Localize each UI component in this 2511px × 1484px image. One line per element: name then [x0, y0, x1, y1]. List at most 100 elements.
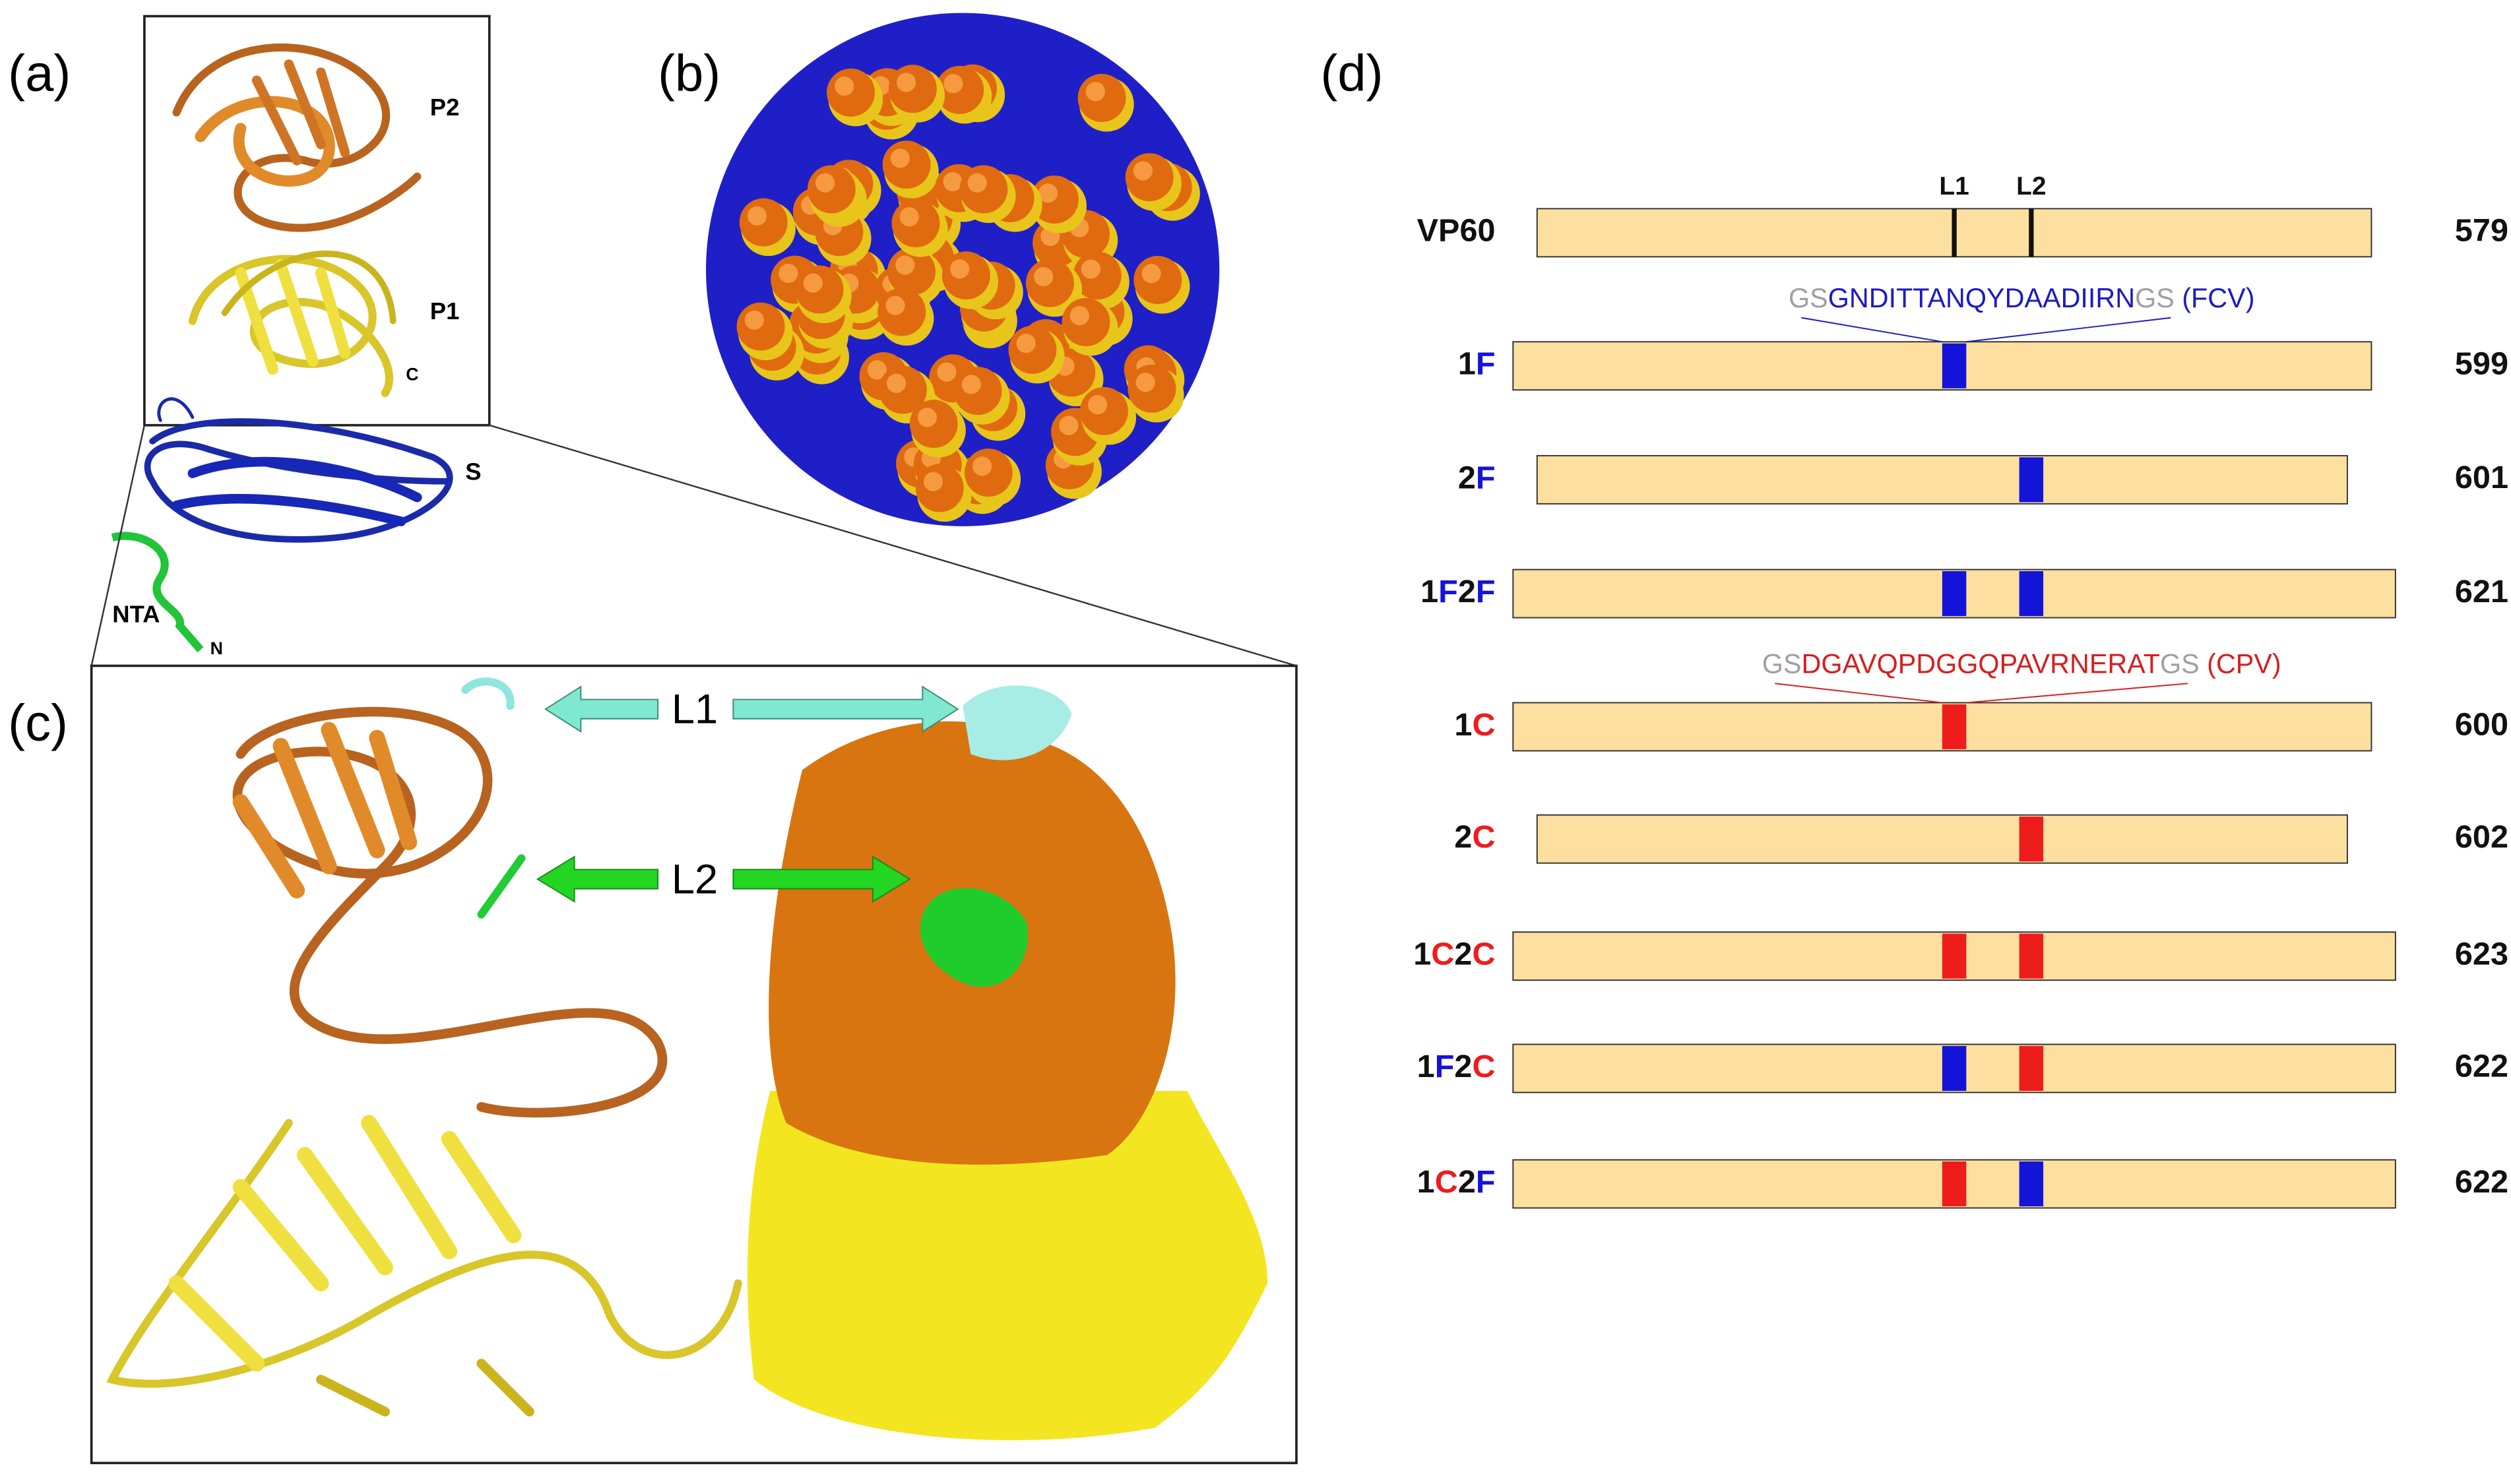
spike — [895, 255, 915, 275]
panel-label: (d) — [1320, 46, 1383, 102]
ribbon-nta — [111, 532, 204, 653]
name-part: 2 — [1458, 1164, 1476, 1200]
spike — [779, 263, 798, 284]
zoom-line — [489, 424, 1297, 667]
name-part: C — [1472, 937, 1495, 972]
insert — [1942, 1161, 1967, 1207]
name-part: 1 — [1413, 937, 1431, 972]
spike — [1141, 264, 1161, 284]
insert — [2019, 933, 2044, 979]
panel-label: (b) — [658, 46, 720, 102]
spike — [886, 373, 906, 393]
construct-name: 1C — [1454, 707, 1495, 743]
insert — [1942, 933, 1967, 979]
spike — [899, 207, 919, 227]
construct-name: 2F — [1458, 460, 1496, 495]
spike — [1085, 82, 1105, 102]
domain-label: P2 — [430, 94, 460, 121]
construct-name: 1C2F — [1417, 1164, 1496, 1200]
name-part: 1 — [1417, 1049, 1435, 1084]
name-part: F — [1435, 1049, 1455, 1084]
arrow — [544, 685, 659, 733]
construct-length: 600 — [2455, 707, 2508, 743]
insert — [1942, 1045, 1967, 1091]
spike — [835, 77, 854, 96]
site-label: L1 — [1939, 172, 1969, 201]
insert — [1942, 571, 1967, 617]
ribbon-p2 — [172, 43, 422, 232]
surface-loop-l1 — [963, 685, 1072, 760]
name-part: C — [1431, 937, 1454, 972]
domain-label: P1 — [430, 297, 460, 325]
name-part: 1 — [1458, 346, 1476, 382]
funnel-line — [1966, 317, 2171, 343]
spike — [1088, 395, 1108, 415]
surface-loop-l2 — [920, 888, 1029, 987]
ribbon-c — [106, 677, 742, 1417]
spike — [917, 408, 938, 427]
spike — [1081, 259, 1101, 279]
funnel-line — [1775, 683, 1942, 704]
insert — [2019, 1045, 2044, 1091]
spike — [744, 310, 764, 330]
name-part: C — [1472, 1049, 1495, 1084]
spike — [867, 360, 887, 380]
spike — [885, 295, 905, 315]
spike — [1135, 373, 1155, 392]
terminus-label: C — [406, 364, 418, 384]
sequence-part: GS — [2160, 648, 2200, 679]
construct-length: 602 — [2455, 819, 2508, 855]
sequence-part: GNDITTANQYDAADIIRN — [1828, 283, 2135, 313]
sequence-part: GS — [1789, 283, 1828, 313]
name-part: F — [1476, 1164, 1496, 1200]
name-part: C — [1472, 819, 1495, 855]
spike — [967, 173, 987, 193]
surface-p1 — [747, 1090, 1268, 1440]
name-part: 2 — [1454, 819, 1472, 855]
insert — [2019, 457, 2044, 503]
name-part: 1 — [1417, 1164, 1435, 1200]
spike — [1069, 306, 1089, 326]
terminus-label: N — [210, 638, 223, 658]
sequence-part: GS — [1762, 648, 1802, 679]
construct-length: 599 — [2455, 346, 2508, 382]
frame — [90, 664, 1298, 1464]
loop-label: L2 — [672, 856, 718, 902]
name-part: F — [1476, 460, 1496, 495]
construct-length: 621 — [2455, 574, 2508, 609]
construct-length: 622 — [2455, 1164, 2508, 1200]
name-part: C — [1472, 707, 1495, 743]
name-part: C — [1435, 1164, 1458, 1200]
spike — [923, 472, 943, 491]
construct-name: 1F2F — [1420, 574, 1496, 609]
insert-sequence: GSGNDITTANQYDAADIIRNGS (FCV) — [1789, 283, 2254, 313]
insert — [1942, 343, 1967, 388]
name-part: 2 — [1458, 460, 1476, 495]
spike — [950, 259, 970, 279]
loop-label: L1 — [672, 687, 718, 733]
spike — [943, 74, 963, 94]
spike — [972, 456, 992, 476]
construct-length: 622 — [2455, 1049, 2508, 1084]
spike — [1133, 161, 1153, 181]
insert — [2019, 571, 2044, 617]
spike — [937, 362, 957, 382]
name-part: 1 — [1420, 574, 1438, 609]
name-part: F — [1438, 574, 1458, 609]
construct-length: 601 — [2455, 460, 2508, 495]
domain-label: NTA — [112, 601, 160, 628]
panel-label: (c) — [8, 695, 68, 751]
funnel-line — [1801, 317, 1943, 343]
spike — [1034, 266, 1054, 287]
construct-name: 1F — [1458, 346, 1496, 382]
panel-label: (a) — [8, 46, 71, 102]
capsid-spikes — [736, 64, 1200, 522]
spike — [1016, 333, 1036, 354]
name-part: 2 — [1454, 937, 1472, 972]
spike — [961, 375, 981, 394]
spike — [943, 171, 963, 192]
spike — [1059, 416, 1079, 435]
